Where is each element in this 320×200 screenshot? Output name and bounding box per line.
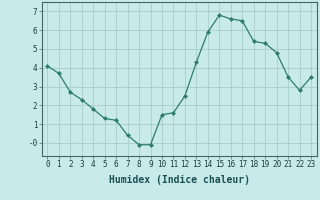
X-axis label: Humidex (Indice chaleur): Humidex (Indice chaleur): [109, 175, 250, 185]
